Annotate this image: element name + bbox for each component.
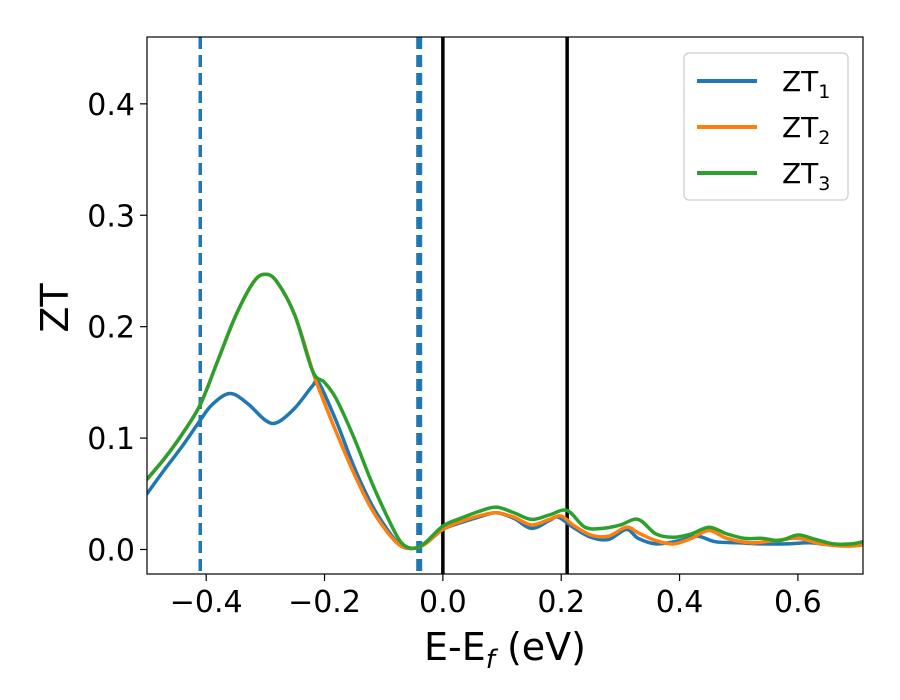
y-axis-label: ZT	[33, 283, 77, 333]
x-tick-label-1: −0.2	[288, 585, 361, 620]
x-axis-label-main: E-E	[424, 625, 486, 669]
y-tick-label-4: 0.4	[87, 88, 135, 123]
x-tick-label-0: −0.4	[170, 585, 243, 620]
x-axis-label-unit: (eV)	[495, 625, 586, 669]
y-tick-label-0: 0.0	[87, 533, 135, 568]
series-lines	[147, 272, 863, 551]
vertical-lines	[198, 37, 569, 574]
x-tick-label-4: 0.4	[656, 585, 704, 620]
legend-label-1: ZT1	[782, 65, 830, 103]
legend: ZT1 ZT2 ZT3	[683, 52, 849, 201]
series-line-3	[147, 272, 863, 551]
y-axis-ticks: 0.0 0.1 0.2 0.3 0.4	[87, 88, 147, 568]
x-tick-label-3: 0.2	[537, 585, 585, 620]
x-axis-ticks: −0.4 −0.2 0.0 0.2 0.4 0.6	[170, 574, 822, 620]
plot-frame	[146, 36, 864, 575]
y-tick-label-3: 0.3	[87, 199, 135, 234]
x-tick-label-2: 0.0	[419, 585, 467, 620]
legend-label-2: ZT2	[782, 111, 830, 149]
y-tick-label-2: 0.2	[87, 311, 135, 346]
y-tick-label-1: 0.1	[87, 422, 135, 457]
x-axis-label: E-Ef (eV)	[424, 625, 586, 675]
legend-box	[683, 52, 849, 201]
legend-label-3: ZT3	[782, 157, 830, 195]
x-tick-label-5: 0.6	[774, 585, 822, 620]
